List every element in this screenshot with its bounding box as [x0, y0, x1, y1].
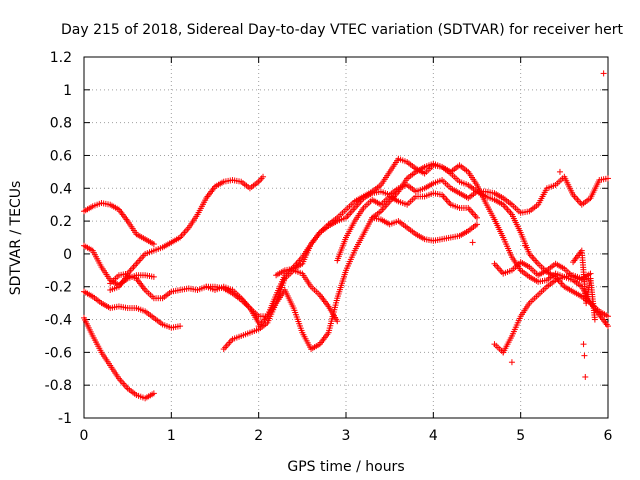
- data-point: [334, 318, 341, 325]
- data-point: [605, 313, 611, 320]
- data-point: [556, 168, 563, 175]
- y-tick-label: 0.6: [50, 148, 72, 164]
- x-tick-label: 1: [167, 428, 176, 444]
- y-tick-labels: -1 -0.8 -0.6 -0.4 -0.2 0 0.2 0.4 0.6 0.8 1 1.2: [45, 50, 72, 427]
- series-track-12: [369, 214, 480, 244]
- series-track-15: [570, 247, 598, 323]
- series-outliers: [469, 70, 607, 380]
- data-point: [150, 241, 157, 248]
- series-track-11: [334, 190, 480, 264]
- x-tick-label: 0: [80, 428, 89, 444]
- series-track-5: [107, 173, 267, 287]
- y-tick-label: 1.2: [50, 50, 72, 66]
- x-tick-label: 6: [604, 428, 613, 444]
- y-tick-label: 0.2: [50, 214, 72, 230]
- data-point: [150, 273, 157, 280]
- series-track-10: [273, 173, 611, 279]
- series-track-14: [491, 270, 594, 356]
- data-point: [469, 239, 476, 246]
- y-tick-label: -0.8: [45, 378, 72, 394]
- data-point: [177, 323, 184, 330]
- x-tick-label: 2: [254, 428, 263, 444]
- x-tick-label: 3: [342, 428, 351, 444]
- data-point: [150, 390, 157, 397]
- data-point: [591, 316, 598, 323]
- y-tick-label: 0: [63, 247, 72, 263]
- data-point: [600, 70, 607, 77]
- data-point: [474, 214, 480, 221]
- series-track-3: [81, 314, 157, 402]
- data-series: [81, 70, 611, 402]
- y-tick-label: -0.4: [45, 313, 72, 329]
- y-tick-label: 1: [63, 83, 72, 99]
- data-point: [522, 242, 529, 249]
- data-point: [605, 175, 611, 182]
- data-point: [605, 323, 611, 330]
- y-tick-label: -0.6: [45, 345, 72, 361]
- chart-title: Day 215 of 2018, Sidereal Day-to-day VTE…: [61, 22, 623, 38]
- y-axis-label: SDTVAR / TECUs: [8, 181, 24, 296]
- y-tick-label: 0.8: [50, 116, 72, 132]
- x-axis-label: GPS time / hours: [287, 459, 404, 475]
- data-point: [581, 352, 588, 359]
- y-tick-label: -1: [58, 411, 72, 427]
- series-track-9: [255, 160, 611, 353]
- series-track-1: [81, 200, 157, 248]
- y-tick-label: 0.4: [50, 181, 72, 197]
- plot-frame: [83, 56, 609, 419]
- data-point: [474, 221, 480, 228]
- data-point: [500, 349, 507, 356]
- grid: [84, 57, 608, 418]
- x-tick-label: 4: [429, 428, 438, 444]
- series-track-4: [81, 288, 184, 331]
- data-point: [508, 359, 515, 366]
- data-point: [580, 341, 587, 348]
- data-point: [260, 173, 267, 180]
- y-tick-label: -0.2: [45, 280, 72, 296]
- x-tick-label: 5: [516, 428, 525, 444]
- data-point: [582, 373, 589, 380]
- x-tick-labels: 0 1 2 3 4 5 6: [80, 428, 613, 444]
